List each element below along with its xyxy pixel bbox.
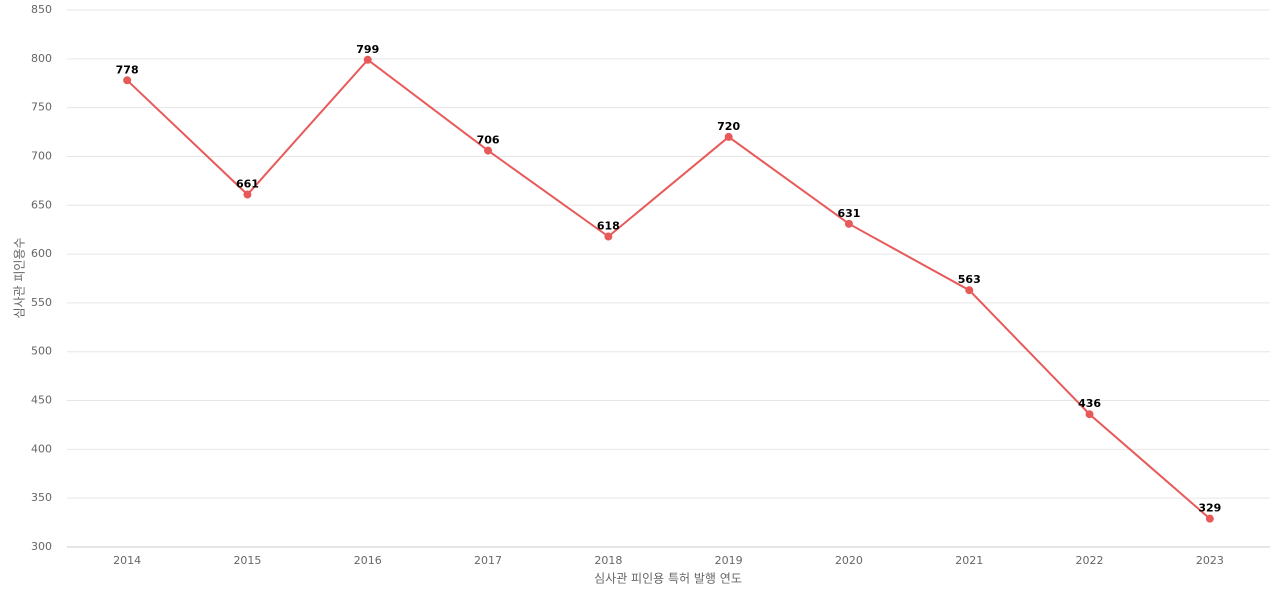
- point: [844, 219, 853, 228]
- data-label: 778: [116, 63, 139, 76]
- x-tick-label: 2020: [835, 554, 863, 567]
- y-tick-label: 750: [31, 101, 52, 114]
- point: [1085, 410, 1094, 419]
- x-tick-label: 2015: [233, 554, 261, 567]
- data-label: 661: [236, 178, 259, 191]
- y-tick-label: 650: [31, 198, 52, 211]
- line: [126, 58, 1211, 520]
- x-tick-label: 2017: [474, 554, 502, 567]
- x-tick-label: 2019: [715, 554, 743, 567]
- data-label: 329: [1198, 502, 1221, 515]
- x-tick-label: 2014: [113, 554, 141, 567]
- point: [604, 232, 613, 241]
- x-axis-label: 심사관 피인용 특허 발행 연도: [594, 571, 742, 586]
- x-tick-label: 2023: [1196, 554, 1224, 567]
- point: [123, 76, 132, 85]
- data-label: 618: [597, 220, 620, 233]
- y-axis-label: 심사관 피인용수: [13, 237, 27, 318]
- y-tick-label: 600: [31, 247, 52, 260]
- x-tick-label: 2021: [955, 554, 983, 567]
- y-tick-label: 500: [31, 345, 52, 358]
- data-label: 706: [477, 134, 500, 147]
- data-label: 631: [837, 207, 860, 220]
- y-tick-label: 800: [31, 52, 52, 65]
- y-tick-label: 300: [31, 540, 52, 553]
- y-tick-label: 400: [31, 442, 52, 455]
- y-tick-label: 550: [31, 296, 52, 309]
- data-label: 720: [717, 120, 740, 133]
- y-tick-label: 850: [31, 3, 52, 16]
- data-label: 563: [958, 273, 981, 286]
- point: [1205, 514, 1214, 523]
- x-tick-label: 2018: [594, 554, 622, 567]
- x-tick-label: 2022: [1076, 554, 1104, 567]
- y-tick-label: 350: [31, 491, 52, 504]
- point: [243, 190, 252, 199]
- point: [363, 55, 372, 64]
- point: [724, 132, 733, 141]
- y-tick-label: 700: [31, 149, 52, 162]
- y-tick-label: 450: [31, 394, 52, 407]
- point: [484, 146, 493, 155]
- data-label: 799: [356, 43, 379, 56]
- x-tick-label: 2016: [354, 554, 382, 567]
- data-label: 436: [1078, 397, 1101, 410]
- point: [965, 286, 974, 295]
